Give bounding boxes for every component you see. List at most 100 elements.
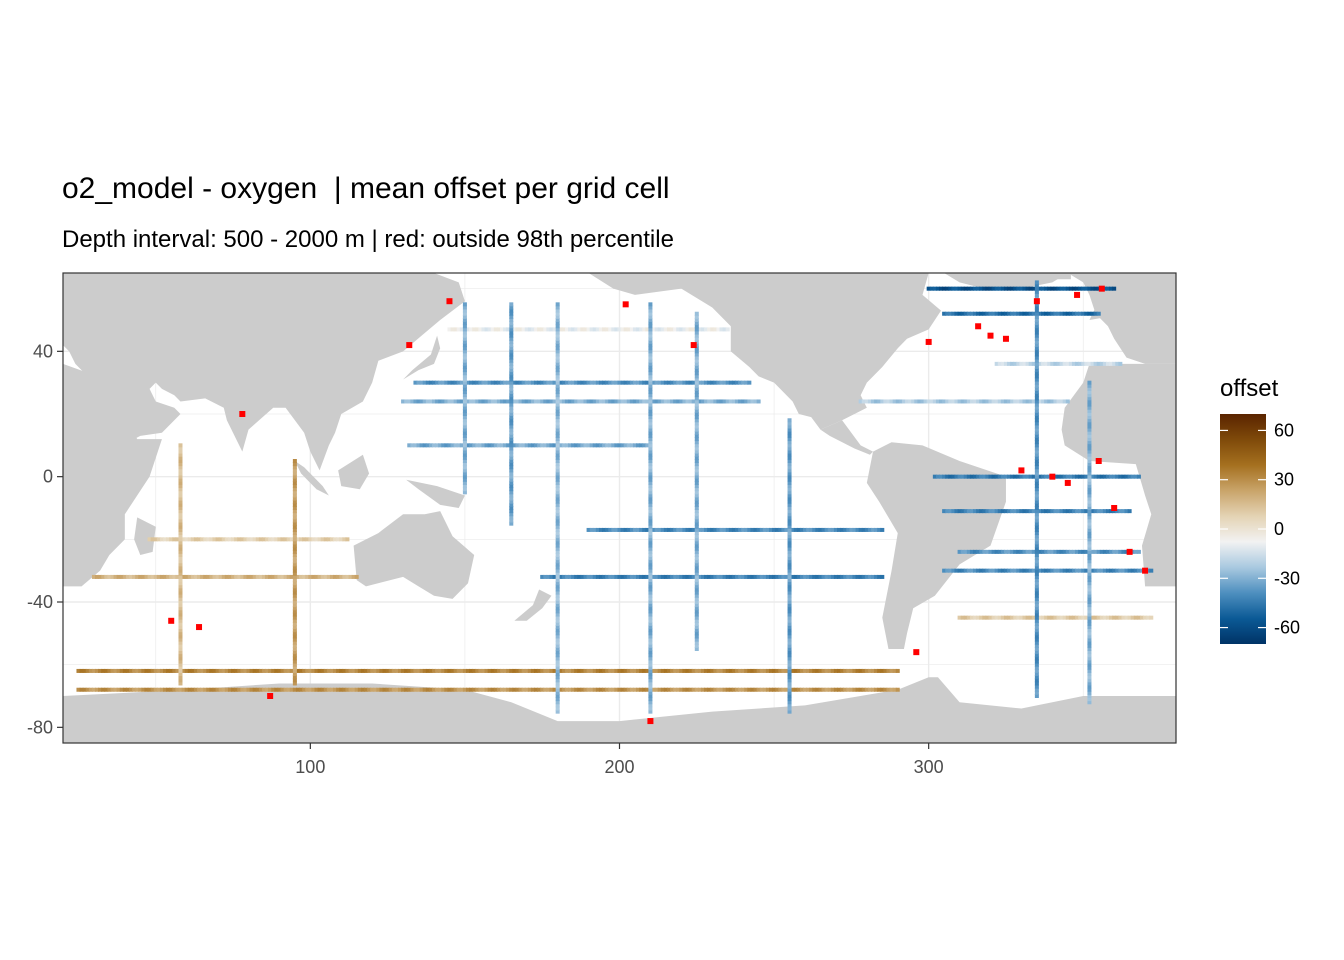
data-cell bbox=[478, 443, 483, 448]
data-cell bbox=[333, 574, 338, 579]
data-cell bbox=[586, 687, 591, 692]
data-cell bbox=[459, 668, 464, 673]
data-cell bbox=[1034, 361, 1039, 366]
data-cell bbox=[252, 537, 257, 542]
data-cell bbox=[209, 687, 214, 692]
data-cell bbox=[787, 668, 792, 673]
data-cell bbox=[1093, 509, 1098, 514]
data-cell bbox=[1112, 568, 1117, 573]
data-cell bbox=[1078, 311, 1083, 316]
data-cell bbox=[1044, 549, 1049, 554]
data-cell bbox=[694, 452, 699, 457]
data-cell bbox=[951, 286, 956, 291]
chart-title: o2_model - oxygen | mean offset per grid… bbox=[62, 172, 670, 205]
data-cell bbox=[1034, 662, 1039, 667]
data-cell bbox=[104, 668, 109, 673]
data-cell bbox=[614, 668, 619, 673]
data-cell bbox=[651, 527, 656, 532]
data-cell bbox=[292, 615, 297, 620]
data-cell bbox=[1034, 405, 1039, 410]
data-cell bbox=[1034, 455, 1039, 460]
data-cell bbox=[462, 484, 467, 489]
data-cell bbox=[648, 609, 653, 614]
data-cell bbox=[503, 443, 508, 448]
data-cell bbox=[753, 687, 758, 692]
data-cell bbox=[747, 668, 752, 673]
data-cell bbox=[688, 668, 693, 673]
data-cell bbox=[738, 527, 743, 532]
data-cell bbox=[493, 399, 498, 404]
data-cell bbox=[1025, 615, 1030, 620]
data-cell bbox=[394, 687, 399, 692]
data-cell bbox=[478, 687, 483, 692]
data-cell bbox=[648, 484, 653, 489]
data-cell bbox=[1034, 628, 1039, 633]
data-cell bbox=[611, 527, 616, 532]
data-cell bbox=[997, 615, 1002, 620]
data-cell bbox=[694, 631, 699, 636]
data-cell bbox=[558, 687, 563, 692]
data-cell bbox=[543, 327, 548, 332]
data-cell bbox=[1087, 405, 1092, 410]
data-cell bbox=[555, 339, 560, 344]
data-cell bbox=[178, 512, 183, 517]
data-cell bbox=[129, 668, 134, 673]
data-cell bbox=[1034, 440, 1039, 445]
data-cell bbox=[555, 499, 560, 504]
data-cell bbox=[1087, 474, 1092, 479]
data-cell bbox=[874, 527, 879, 532]
data-cell bbox=[595, 527, 600, 532]
data-cell bbox=[450, 443, 455, 448]
data-cell bbox=[444, 668, 449, 673]
data-cell bbox=[527, 327, 532, 332]
data-cell bbox=[555, 612, 560, 617]
data-cell bbox=[116, 687, 121, 692]
data-cell bbox=[555, 333, 560, 338]
data-cell bbox=[422, 380, 427, 385]
data-cell bbox=[623, 687, 628, 692]
data-cell bbox=[413, 687, 418, 692]
data-cell bbox=[1056, 399, 1061, 404]
data-cell bbox=[973, 615, 978, 620]
data-cell bbox=[543, 668, 548, 673]
data-cell bbox=[555, 358, 560, 363]
data-cell bbox=[1087, 493, 1092, 498]
data-cell bbox=[1037, 361, 1042, 366]
data-cell bbox=[246, 537, 251, 542]
data-cell bbox=[487, 327, 492, 332]
data-cell bbox=[509, 390, 514, 395]
data-cell bbox=[846, 668, 851, 673]
data-cell bbox=[666, 380, 671, 385]
data-cell bbox=[608, 668, 613, 673]
data-cell bbox=[942, 311, 947, 316]
data-cell bbox=[648, 628, 653, 633]
data-cell bbox=[666, 668, 671, 673]
data-cell bbox=[1146, 568, 1151, 573]
data-cell bbox=[1034, 603, 1039, 608]
data-cell bbox=[648, 506, 653, 510]
outlier-cell bbox=[196, 624, 203, 631]
data-cell bbox=[1034, 553, 1039, 557]
data-cell bbox=[589, 687, 594, 692]
data-cell bbox=[1034, 637, 1039, 642]
data-cell bbox=[932, 474, 937, 479]
data-cell bbox=[713, 380, 718, 385]
data-cell bbox=[153, 687, 158, 692]
legend-tick-label: -30 bbox=[1274, 568, 1300, 588]
data-cell bbox=[673, 327, 678, 332]
data-cell bbox=[694, 358, 699, 363]
data-cell bbox=[787, 643, 792, 648]
data-cell bbox=[351, 687, 356, 692]
data-cell bbox=[292, 496, 297, 501]
data-cell bbox=[1071, 509, 1076, 514]
data-cell bbox=[475, 327, 480, 332]
data-cell bbox=[589, 380, 594, 385]
data-cell bbox=[1041, 615, 1046, 620]
data-cell bbox=[611, 443, 616, 448]
data-cell bbox=[787, 665, 792, 670]
data-cell bbox=[586, 527, 591, 532]
data-cell bbox=[444, 443, 449, 448]
data-cell bbox=[555, 343, 560, 348]
data-cell bbox=[178, 675, 183, 680]
data-cell bbox=[694, 421, 699, 426]
